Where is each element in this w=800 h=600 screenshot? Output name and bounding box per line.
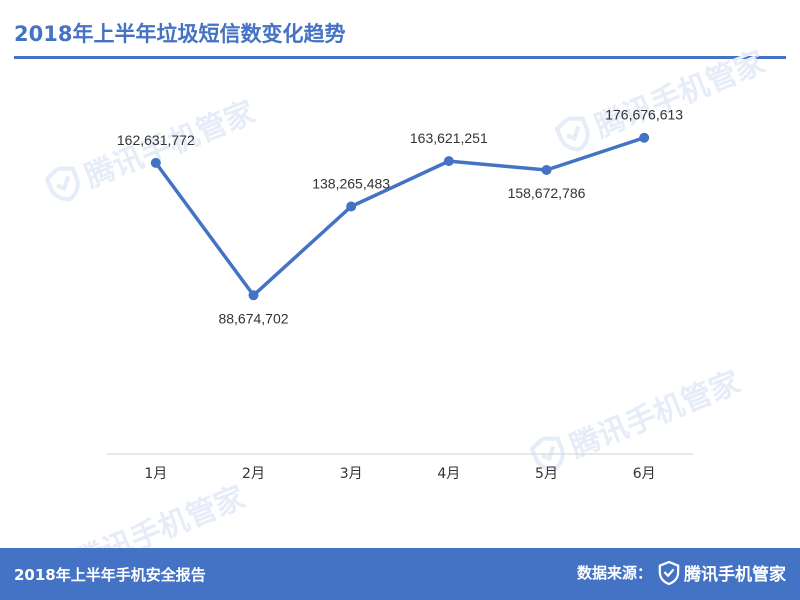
data-point [541, 164, 552, 175]
data-point [443, 156, 454, 167]
line-chart: 162,631,772 88,674,702 138,265,483 163,621,… [107, 107, 693, 482]
data-point [150, 157, 161, 168]
data-labels: 162,631,772 88,674,702 138,265,483 163,621,… [117, 107, 683, 327]
data-label: 138,265,483 [312, 176, 390, 192]
shield-icon [658, 560, 680, 585]
x-tick-labels: 1月 2月 3月 4月 5月 6月 [144, 466, 655, 482]
data-point [639, 132, 650, 143]
data-point [346, 201, 357, 212]
source-label: 数据来源： [576, 564, 652, 582]
x-tick-label: 6月 [633, 466, 656, 482]
footer: 2018年上半年手机安全报告 数据来源： 腾讯手机管家 [0, 548, 800, 600]
x-tick-label: 5月 [535, 466, 558, 482]
x-tick-label: 4月 [437, 466, 460, 482]
footer-report-title: 2018年上半年手机安全报告 [14, 566, 206, 584]
brand-name: 腾讯手机管家 [684, 565, 786, 585]
x-tick-label: 3月 [340, 466, 363, 482]
data-label: 163,621,251 [410, 130, 488, 146]
shield-icon [529, 436, 565, 472]
data-label: 162,631,772 [117, 132, 195, 148]
data-label: 176,676,613 [605, 107, 683, 123]
title-divider [14, 56, 786, 59]
series-line [154, 136, 645, 298]
footer-source: 数据来源： 腾讯手机管家 [577, 560, 786, 585]
x-tick-label: 1月 [144, 466, 167, 482]
watermark: 腾讯手机管家 [525, 358, 745, 481]
data-label: 158,672,786 [508, 185, 586, 201]
x-tick-label: 2月 [242, 466, 265, 482]
data-label: 88,674,702 [218, 310, 288, 326]
page-title: 2018年上半年垃圾短信数变化趋势 [14, 22, 346, 46]
data-point [248, 290, 259, 301]
watermark: 腾讯手机管家 [550, 38, 770, 161]
shield-icon [554, 116, 590, 152]
series [150, 132, 650, 301]
brand: 腾讯手机管家 [658, 560, 786, 585]
watermark: 腾讯手机管家 [40, 88, 260, 211]
title-bar: 2018年上半年垃圾短信数变化趋势 [0, 0, 800, 62]
shield-icon [44, 166, 80, 202]
